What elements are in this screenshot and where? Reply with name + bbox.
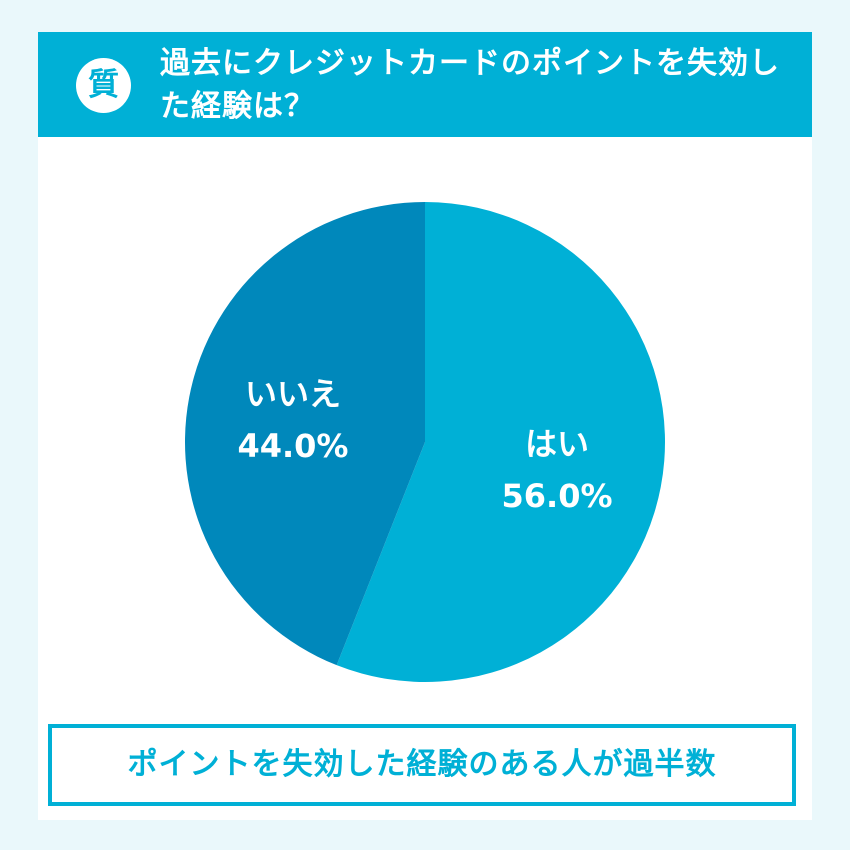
slice-value-label: 44.0% (237, 427, 348, 465)
pie-chart: はい 56.0% いいえ 44.0% (184, 202, 665, 682)
chart-card: 質 過去にクレジットカードのポイントを失効した経験は？ はい 56.0% いいえ 44… (38, 32, 812, 820)
pie-slice-no (184, 202, 425, 666)
question-title: 過去にクレジットカードのポイントを失効した経験は？ (160, 46, 780, 124)
slice-category-label: いいえ (245, 375, 341, 413)
slice-value-label: 56.0% (502, 477, 613, 515)
question-header: 質 過去にクレジットカードのポイントを失効した経験は？ (38, 32, 812, 137)
slice-category-label: はい (525, 425, 589, 463)
pie-slice-yes (336, 202, 665, 682)
question-badge: 質 (76, 58, 131, 113)
conclusion-box: ポイントを失効した経験のある人が過半数 (48, 724, 796, 806)
